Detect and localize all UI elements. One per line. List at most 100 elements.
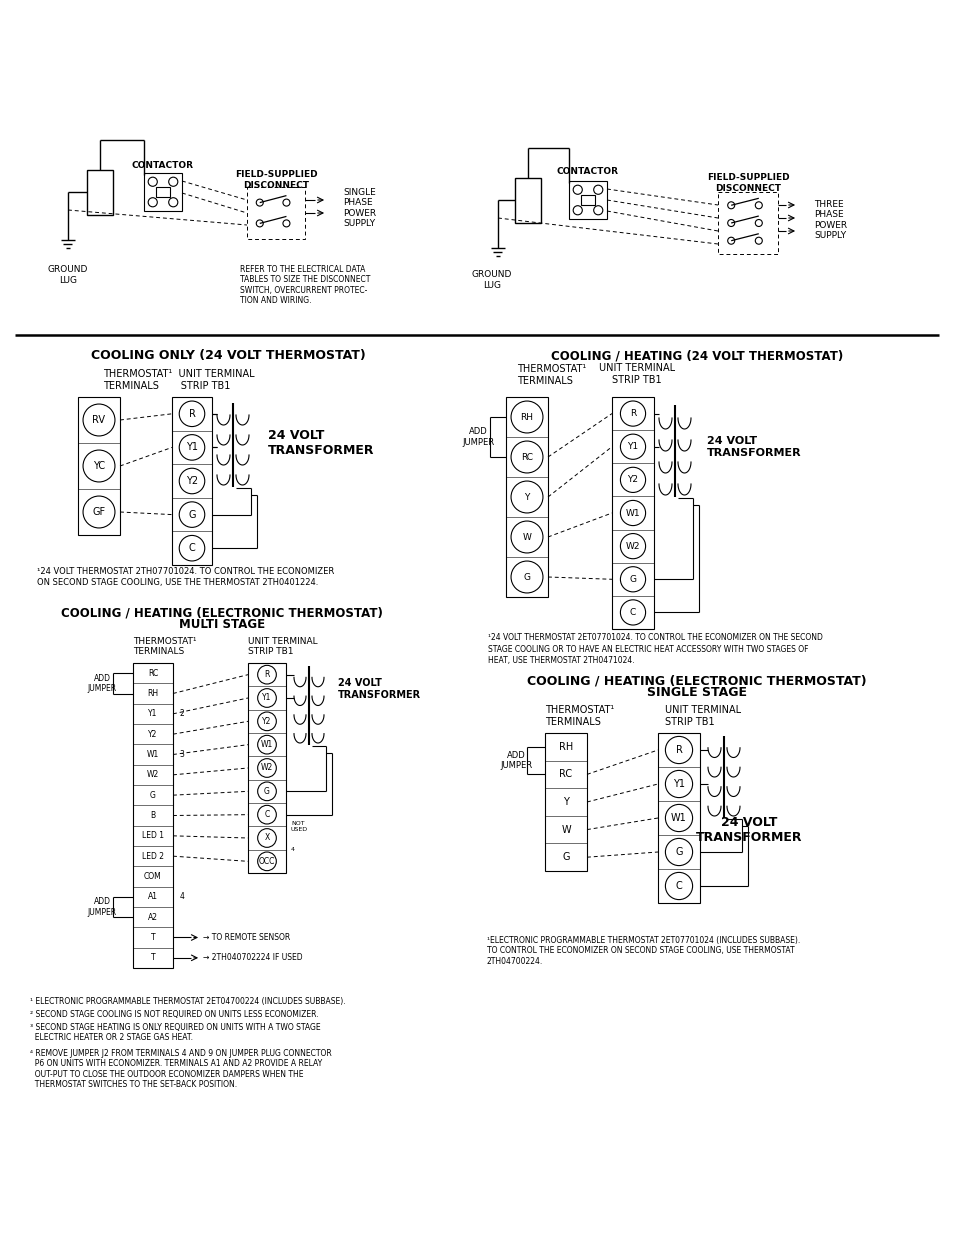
Bar bbox=[247, 186, 305, 240]
Text: TERMINALS       STRIP TB1: TERMINALS STRIP TB1 bbox=[103, 382, 230, 391]
Text: G: G bbox=[264, 787, 270, 795]
Text: GROUND
LUG: GROUND LUG bbox=[48, 266, 88, 285]
Text: RH: RH bbox=[558, 742, 573, 752]
Text: B: B bbox=[151, 811, 155, 820]
Text: G: G bbox=[561, 852, 569, 862]
Text: ¹24 VOLT THERMOSTAT 2ET07701024. TO CONTROL THE ECONOMIZER ON THE SECOND: ¹24 VOLT THERMOSTAT 2ET07701024. TO CONT… bbox=[488, 634, 822, 642]
Text: SINGLE
PHASE
POWER
SUPPLY: SINGLE PHASE POWER SUPPLY bbox=[343, 188, 375, 228]
Text: R: R bbox=[264, 671, 270, 679]
Text: C: C bbox=[189, 543, 195, 553]
Text: Y: Y bbox=[562, 797, 568, 806]
Text: A1: A1 bbox=[148, 893, 158, 902]
Text: 24 VOLT
TRANSFORMER: 24 VOLT TRANSFORMER bbox=[695, 816, 801, 844]
Text: G: G bbox=[523, 573, 530, 582]
Text: C: C bbox=[629, 608, 636, 618]
Text: G: G bbox=[675, 847, 682, 857]
Text: W1: W1 bbox=[260, 740, 273, 750]
Text: → TO REMOTE SENSOR: → TO REMOTE SENSOR bbox=[203, 932, 290, 942]
Bar bbox=[156, 188, 170, 196]
Text: FIELD-SUPPLIED
DISCONNECT: FIELD-SUPPLIED DISCONNECT bbox=[234, 170, 317, 190]
Bar bbox=[144, 173, 182, 211]
Text: T: T bbox=[151, 932, 155, 942]
Text: T: T bbox=[151, 953, 155, 962]
Text: ON SECOND STAGE COOLING, USE THE THERMOSTAT 2TH0401224.: ON SECOND STAGE COOLING, USE THE THERMOS… bbox=[37, 578, 318, 588]
Text: W2: W2 bbox=[260, 763, 273, 773]
Text: UNIT TERMINAL
STRIP TB1: UNIT TERMINAL STRIP TB1 bbox=[598, 363, 675, 385]
Text: A2: A2 bbox=[148, 913, 158, 921]
Text: → 2TH040702224 IF USED: → 2TH040702224 IF USED bbox=[203, 953, 302, 962]
Text: ADD
JUMPER: ADD JUMPER bbox=[88, 673, 116, 693]
Text: ² SECOND STAGE COOLING IS NOT REQUIRED ON UNITS LESS ECONOMIZER.: ² SECOND STAGE COOLING IS NOT REQUIRED O… bbox=[30, 1010, 318, 1019]
Text: ³ SECOND STAGE HEATING IS ONLY REQUIRED ON UNITS WITH A TWO STAGE
  ELECTRIC HEA: ³ SECOND STAGE HEATING IS ONLY REQUIRED … bbox=[30, 1023, 320, 1042]
Text: 4: 4 bbox=[179, 893, 184, 902]
Text: REFER TO THE ELECTRICAL DATA
TABLES TO SIZE THE DISCONNECT
SWITCH, OVERCURRENT P: REFER TO THE ELECTRICAL DATA TABLES TO S… bbox=[240, 266, 370, 305]
Bar bbox=[172, 396, 212, 564]
Text: UNIT TERMINAL: UNIT TERMINAL bbox=[248, 636, 317, 646]
Bar bbox=[248, 663, 286, 873]
Text: SINGLE STAGE: SINGLE STAGE bbox=[646, 687, 746, 699]
Text: 4: 4 bbox=[291, 847, 294, 852]
Bar bbox=[718, 191, 778, 254]
Text: RC: RC bbox=[148, 668, 158, 678]
Text: W: W bbox=[522, 532, 531, 541]
Text: ¹ ELECTRONIC PROGRAMMABLE THERMOSTAT 2ET04700224 (INCLUDES SUBBASE).: ¹ ELECTRONIC PROGRAMMABLE THERMOSTAT 2ET… bbox=[30, 997, 345, 1007]
Text: COOLING / HEATING (24 VOLT THERMOSTAT): COOLING / HEATING (24 VOLT THERMOSTAT) bbox=[550, 350, 842, 363]
Text: ADD
JUMPER: ADD JUMPER bbox=[499, 751, 532, 771]
Text: Y1: Y1 bbox=[148, 709, 157, 719]
Text: C: C bbox=[264, 810, 270, 819]
Text: STAGE COOLING OR TO HAVE AN ELECTRIC HEAT ACCESSORY WITH TWO STAGES OF: STAGE COOLING OR TO HAVE AN ELECTRIC HEA… bbox=[488, 645, 807, 653]
Text: 24 VOLT
TRANSFORMER: 24 VOLT TRANSFORMER bbox=[706, 436, 801, 458]
Text: TERMINALS: TERMINALS bbox=[517, 375, 572, 387]
Text: RV: RV bbox=[92, 415, 106, 425]
Text: CONTACTOR: CONTACTOR bbox=[557, 168, 618, 177]
Text: COOLING ONLY (24 VOLT THERMOSTAT): COOLING ONLY (24 VOLT THERMOSTAT) bbox=[91, 350, 365, 363]
Bar bbox=[612, 396, 654, 629]
Text: 3: 3 bbox=[179, 750, 184, 760]
Text: X: X bbox=[264, 834, 270, 842]
Text: UNIT TERMINAL: UNIT TERMINAL bbox=[664, 705, 740, 715]
Text: ADD
JUMPER: ADD JUMPER bbox=[461, 427, 494, 447]
Text: W2: W2 bbox=[147, 771, 159, 779]
Bar bbox=[658, 734, 700, 903]
Text: W: W bbox=[560, 825, 570, 835]
Text: CONTACTOR: CONTACTOR bbox=[132, 161, 193, 169]
Text: Y1: Y1 bbox=[672, 779, 684, 789]
Text: GROUND
LUG: GROUND LUG bbox=[472, 270, 512, 290]
Text: 24 VOLT
TRANSFORMER: 24 VOLT TRANSFORMER bbox=[337, 678, 420, 699]
Text: Y2: Y2 bbox=[148, 730, 157, 739]
Bar bbox=[515, 178, 540, 224]
Text: 2TH04700224.: 2TH04700224. bbox=[486, 957, 542, 967]
Text: 2: 2 bbox=[179, 709, 184, 719]
Bar bbox=[568, 182, 606, 219]
Text: COOLING / HEATING (ELECTRONIC THERMOSTAT): COOLING / HEATING (ELECTRONIC THERMOSTAT… bbox=[61, 606, 382, 620]
Text: ⁴ REMOVE JUMPER J2 FROM TERMINALS 4 AND 9 ON JUMPER PLUG CONNECTOR
  P6 ON UNITS: ⁴ REMOVE JUMPER J2 FROM TERMINALS 4 AND … bbox=[30, 1049, 332, 1089]
Text: Y2: Y2 bbox=[186, 475, 198, 487]
Text: RC: RC bbox=[558, 769, 572, 779]
Text: G: G bbox=[150, 790, 155, 800]
Text: ¹ELECTRONIC PROGRAMMABLE THERMOSTAT 2ET07701024 (INCLUDES SUBBASE).: ¹ELECTRONIC PROGRAMMABLE THERMOSTAT 2ET0… bbox=[486, 935, 800, 945]
Text: ¹24 VOLT THERMOSTAT 2TH07701024. TO CONTROL THE ECONOMIZER: ¹24 VOLT THERMOSTAT 2TH07701024. TO CONT… bbox=[37, 568, 334, 577]
Text: Y1: Y1 bbox=[186, 442, 198, 452]
Text: NOT
USED: NOT USED bbox=[291, 821, 308, 831]
Text: GF: GF bbox=[92, 508, 106, 517]
Text: RH: RH bbox=[520, 412, 533, 421]
Text: Y1: Y1 bbox=[262, 694, 272, 703]
Text: LED 1: LED 1 bbox=[142, 831, 164, 840]
Text: RH: RH bbox=[148, 689, 158, 698]
Text: TERMINALS: TERMINALS bbox=[132, 647, 184, 657]
Text: TERMINALS: TERMINALS bbox=[544, 718, 600, 727]
Bar bbox=[505, 396, 547, 597]
Text: G: G bbox=[629, 574, 636, 584]
Text: THREE
PHASE
POWER
SUPPLY: THREE PHASE POWER SUPPLY bbox=[813, 200, 846, 240]
Text: W1: W1 bbox=[147, 750, 159, 760]
Text: Y: Y bbox=[524, 493, 529, 501]
Text: STRIP TB1: STRIP TB1 bbox=[664, 718, 714, 727]
Text: THERMOSTAT¹: THERMOSTAT¹ bbox=[132, 636, 196, 646]
Text: FIELD-SUPPLIED
DISCONNECT: FIELD-SUPPLIED DISCONNECT bbox=[706, 173, 788, 193]
Text: COM: COM bbox=[144, 872, 162, 881]
Bar bbox=[87, 170, 112, 215]
Text: ADD
JUMPER: ADD JUMPER bbox=[88, 898, 116, 916]
Text: YC: YC bbox=[92, 461, 105, 471]
Text: R: R bbox=[189, 409, 195, 419]
Text: THERMOSTAT¹: THERMOSTAT¹ bbox=[544, 705, 614, 715]
